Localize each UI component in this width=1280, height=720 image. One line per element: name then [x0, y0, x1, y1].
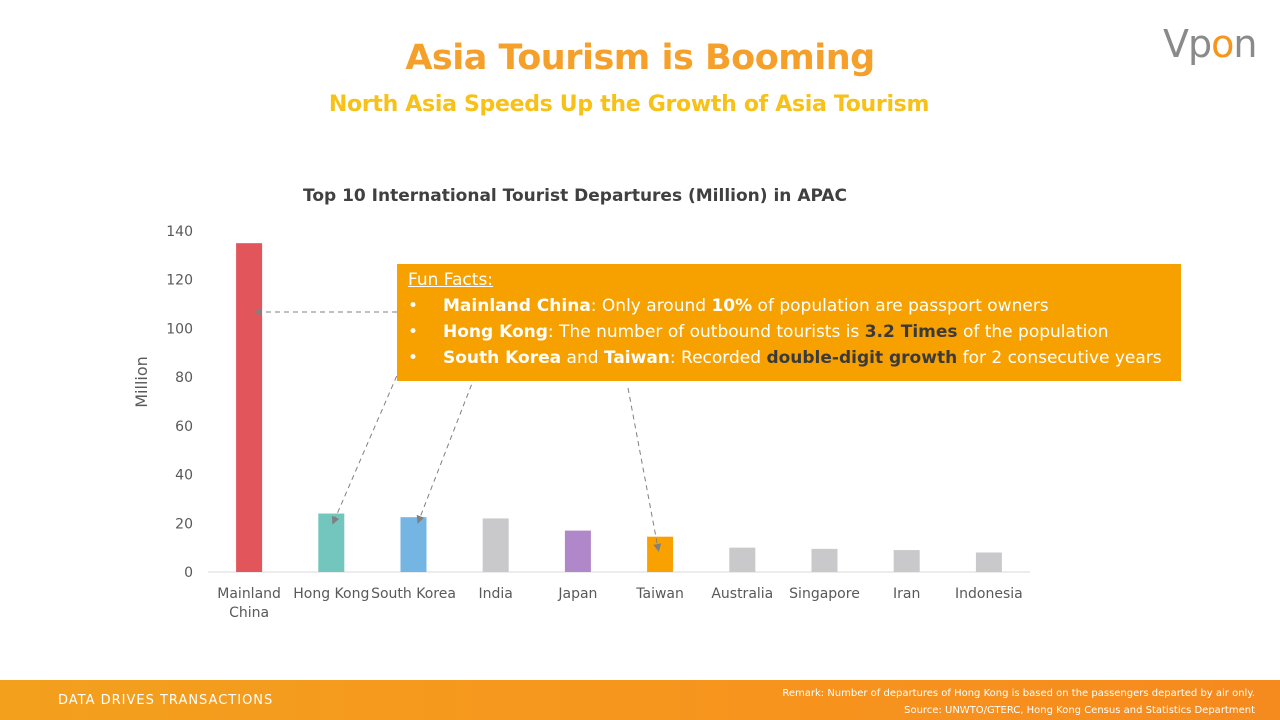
- bullet: •: [408, 348, 419, 368]
- fact-text: : The number of outbound tourists is: [547, 322, 865, 342]
- bar-iran: [893, 550, 920, 572]
- x-tick-label: Singapore: [789, 586, 860, 602]
- bar-hong-kong: [318, 513, 345, 572]
- footer-bar: DATA DRIVES TRANSACTIONS Remark: Number …: [0, 680, 1280, 720]
- arrow-to-south-korea: [416, 367, 479, 524]
- fun-facts-heading: Fun Facts:: [408, 270, 494, 290]
- bar-australia: [729, 547, 756, 572]
- fact-text: : Recorded: [669, 348, 767, 368]
- page-subtitle: North Asia Speeds Up the Growth of Asia …: [328, 92, 930, 117]
- fun-fact-item: • Mainland China: Only around 10% of pop…: [408, 293, 1181, 319]
- fun-fact-item: • South Korea and Taiwan: Recorded doubl…: [408, 345, 1181, 371]
- bar-india: [482, 518, 509, 572]
- page-title: Asia Tourism is Booming: [405, 38, 875, 78]
- x-tick-label: Japan: [557, 586, 597, 602]
- vpon-logo: Vpon: [1163, 22, 1257, 66]
- x-tick-label: India: [479, 586, 513, 602]
- footer-slogan: DATA DRIVES TRANSACTIONS: [58, 693, 274, 708]
- y-tick-label: 20: [175, 516, 193, 532]
- fact-highlight: 3.2 Times: [864, 322, 958, 342]
- y-tick-label: 60: [175, 419, 193, 435]
- fact-text: for 2 consecutive years: [957, 348, 1162, 368]
- source-text: Source: UNWTO/GTERC, Hong Kong Census an…: [904, 705, 1255, 716]
- fact-subject: Taiwan: [603, 348, 670, 368]
- footer-remark: Remark: Number of departures of Hong Kon…: [782, 685, 1255, 719]
- y-tick-label: 0: [184, 565, 193, 581]
- fact-subject: Hong Kong: [443, 322, 548, 342]
- x-tick-label: Mainland China: [217, 586, 281, 621]
- bar-indonesia: [975, 552, 1002, 572]
- fact-subject: South Korea: [443, 348, 562, 368]
- bar-taiwan: [647, 536, 674, 572]
- arrow-to-taiwan: [627, 387, 662, 552]
- chart-title: Top 10 International Tourist Departures …: [302, 186, 848, 206]
- fact-text: of the population: [957, 322, 1109, 342]
- y-tick-label: 40: [175, 468, 193, 484]
- fact-text: : Only around: [590, 296, 712, 316]
- fun-fact-item: • Hong Kong: The number of outbound tour…: [408, 319, 1181, 345]
- x-tick-label: Indonesia: [955, 586, 1023, 602]
- x-tick-label: Taiwan: [635, 586, 684, 602]
- fact-text: and: [561, 348, 604, 368]
- y-axis-label: Million: [132, 356, 151, 408]
- fact-text: of population are passport owners: [752, 296, 1049, 316]
- bar-mainland-china: [236, 243, 263, 572]
- x-tick-label: Australia: [711, 586, 773, 602]
- annotation-arrows: [254, 308, 662, 552]
- fact-highlight: double-digit growth: [766, 348, 958, 368]
- bar-south-korea: [400, 517, 427, 572]
- y-tick-label: 120: [166, 273, 193, 289]
- bullet: •: [408, 322, 419, 342]
- x-tick-label: Hong Kong: [293, 586, 369, 602]
- bar-singapore: [811, 548, 838, 572]
- y-tick-label: 140: [166, 224, 193, 240]
- fun-facts-box: Fun Facts: • Mainland China: Only around…: [397, 264, 1181, 381]
- y-tick-label: 100: [166, 321, 193, 337]
- remark-text: Remark: Number of departures of Hong Kon…: [782, 688, 1255, 699]
- bar-japan: [564, 530, 591, 572]
- y-tick-label: 80: [175, 370, 193, 386]
- x-tick-label: Iran: [893, 586, 920, 602]
- x-tick-label: South Korea: [371, 586, 456, 602]
- bullet: •: [408, 296, 419, 316]
- fact-subject: Mainland China: [443, 296, 591, 316]
- fact-highlight: 10%: [711, 296, 753, 316]
